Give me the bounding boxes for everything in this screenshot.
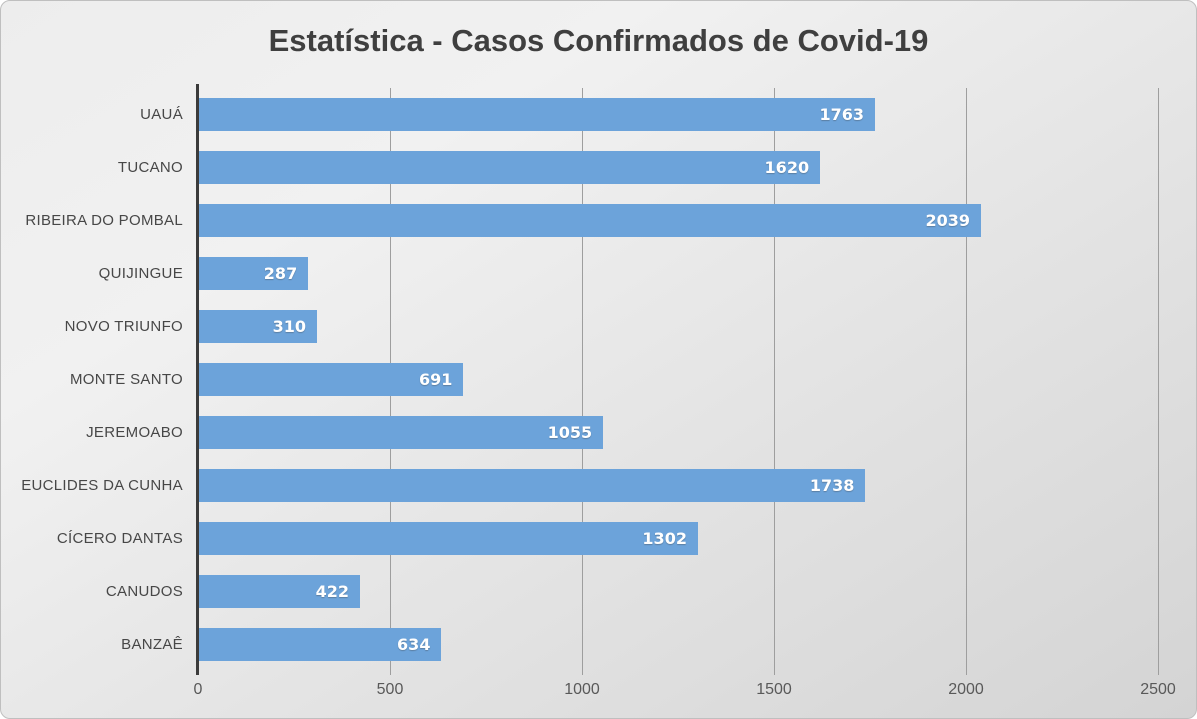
x-tick-label: 2500 [1140, 681, 1176, 698]
x-tick-label: 500 [376, 681, 404, 698]
x-tick-label: 1000 [564, 681, 600, 698]
category-label: JEREMOABO [86, 424, 183, 441]
bar-value-label: 422 [315, 582, 350, 601]
bar-row: 691 [198, 353, 1158, 406]
bar-quijingue: 287 [198, 257, 309, 290]
bar-value-label: 1738 [809, 476, 855, 495]
bar-tucano: 1620 [198, 151, 821, 184]
bar-row: 1763 [198, 88, 1158, 141]
bar-ribeira-do-pombal: 2039 [198, 204, 981, 237]
gridline-1000 [582, 88, 583, 675]
bar-row: 2039 [198, 194, 1158, 247]
bar-value-label: 287 [263, 264, 298, 283]
bar-value-label: 1302 [642, 529, 687, 548]
bar-row: 422 [198, 565, 1158, 618]
category-label: UAUÁ [140, 106, 183, 123]
bar-row: 634 [198, 618, 1158, 671]
category-label: EUCLIDES DA CUNHA [21, 477, 183, 494]
category-label: RIBEIRA DO POMBAL [25, 212, 183, 229]
bar-value-label: 2039 [925, 211, 970, 230]
bar-novo-triunfo: 310 [198, 310, 318, 343]
y-axis-line [196, 84, 199, 675]
gridline-1500 [774, 88, 775, 675]
bar-banza-: 634 [198, 628, 442, 661]
x-tick-label: 1500 [756, 681, 792, 698]
bar-value-label: 1763 [819, 105, 864, 124]
chart-title: Estatística - Casos Confirmados de Covid… [268, 23, 929, 58]
bar-row: 287 [198, 247, 1158, 300]
bar-row: 1055 [198, 406, 1158, 459]
bar-value-label: 1620 [764, 158, 810, 177]
bar-row: 1302 [198, 512, 1158, 565]
bar-row: 310 [198, 300, 1158, 353]
bar-monte-santo: 691 [198, 363, 464, 396]
plot-area: 1763 1620 2039 287 310 691 1055 1738 1302 422 634 [196, 84, 1159, 675]
bar-value-label: 634 [397, 635, 431, 654]
x-tick-label: 0 [193, 681, 203, 698]
bar-value-label: 310 [272, 317, 307, 336]
bar-value-label: 1055 [547, 423, 593, 442]
category-label: BANZAÊ [121, 636, 183, 653]
category-label: TUCANO [117, 159, 183, 176]
category-label: CÍCERO DANTAS [56, 530, 183, 547]
category-label: NOVO TRIUNFO [64, 318, 183, 335]
bar-row: 1620 [198, 141, 1158, 194]
category-label: QUIJINGUE [98, 265, 183, 282]
gridline-2000 [966, 88, 967, 675]
bar-jeremoabo: 1055 [198, 416, 604, 449]
category-label: CANUDOS [105, 583, 183, 600]
category-label: MONTE SANTO [69, 371, 183, 388]
bar-canudos: 422 [198, 575, 361, 608]
gridline-2500 [1158, 88, 1159, 675]
bar-value-label: 691 [418, 370, 453, 389]
bar-row: 1738 [198, 459, 1158, 512]
bar-c-cero-dantas: 1302 [198, 522, 698, 555]
bar-uau-: 1763 [198, 98, 875, 131]
bar-euclides-da-cunha: 1738 [198, 469, 866, 502]
x-tick-label: 2000 [948, 681, 984, 698]
